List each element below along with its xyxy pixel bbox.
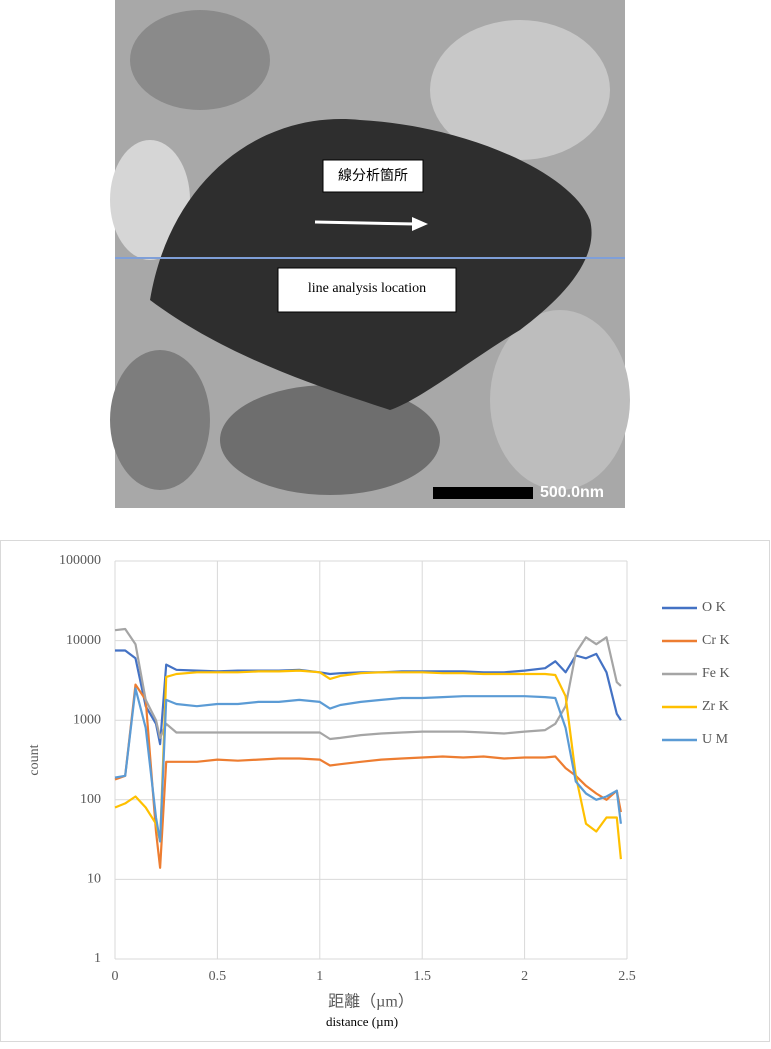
series-line: [114, 627, 622, 741]
y-tick-label: 10: [87, 872, 101, 887]
scale-label: 500.0nm: [540, 484, 604, 501]
legend-label: Fe K: [702, 666, 730, 681]
series-line: [114, 683, 622, 869]
y-tick-label: 1000: [73, 712, 101, 727]
series-line: [114, 669, 622, 860]
y-tick-label: 100000: [59, 553, 101, 568]
x-tick-label: 2: [521, 969, 528, 984]
y-tick-label: 10000: [66, 633, 101, 648]
scale-bar: [433, 487, 533, 499]
arrow-head: [412, 217, 428, 231]
label-en: line analysis location: [308, 281, 426, 296]
y-tick-label: 100: [80, 792, 101, 807]
label-box: [277, 267, 457, 313]
particle: [150, 119, 592, 410]
y-axis-title: count: [27, 744, 42, 775]
arrow: [314, 220, 416, 226]
series-line: [114, 687, 622, 843]
legend-label: Cr K: [702, 633, 730, 648]
label-ja: 線分析箇所: [338, 167, 408, 184]
y-tick-label: 1: [94, 951, 101, 966]
chart-frame: [0, 540, 770, 1042]
x-axis-title-en: distance (µm): [326, 1014, 398, 1029]
x-tick-label: 1.5: [413, 969, 431, 984]
x-axis-title: 距離（µm）: [328, 993, 414, 1011]
x-tick-label: 1: [316, 969, 323, 984]
legend-label: U M: [702, 732, 729, 747]
x-tick-label: 0: [112, 969, 119, 984]
x-tick-label: 0.5: [209, 969, 227, 984]
legend-label: O K: [702, 600, 726, 615]
legend-label: Zr K: [702, 699, 729, 714]
x-tick-label: 2.5: [618, 969, 636, 984]
label-box: [322, 159, 424, 193]
micrograph: 線分析箇所 line analysis location 500.0nm: [110, 0, 630, 508]
